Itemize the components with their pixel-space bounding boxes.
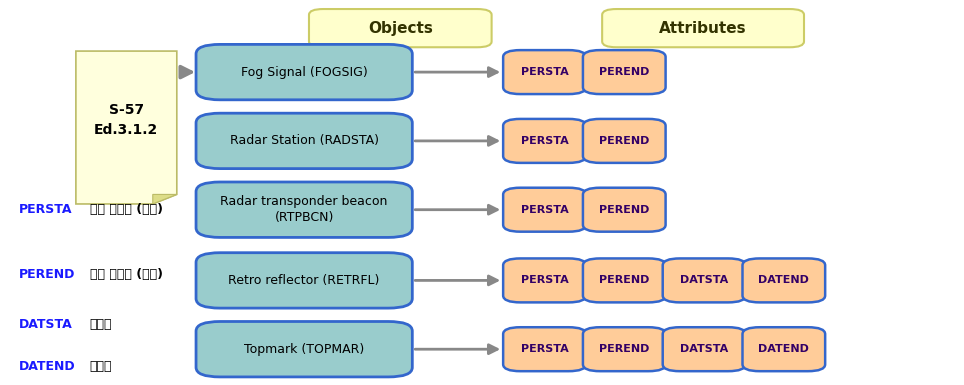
FancyBboxPatch shape — [583, 258, 665, 302]
Text: PERSTA: PERSTA — [521, 344, 569, 354]
FancyBboxPatch shape — [503, 327, 586, 371]
Text: PEREND: PEREND — [599, 205, 650, 215]
FancyBboxPatch shape — [583, 119, 665, 163]
Text: Objects: Objects — [368, 21, 433, 36]
Text: DATSTA: DATSTA — [18, 318, 72, 331]
Text: PERSTA: PERSTA — [521, 205, 569, 215]
Text: DATEND: DATEND — [759, 275, 809, 285]
Text: 시작일: 시작일 — [90, 318, 113, 331]
FancyBboxPatch shape — [662, 258, 745, 302]
Text: DATEND: DATEND — [18, 360, 75, 373]
Text: PERSTA: PERSTA — [521, 67, 569, 77]
Text: Fog Signal (FOGSIG): Fog Signal (FOGSIG) — [241, 65, 367, 79]
Text: DATSTA: DATSTA — [680, 344, 728, 354]
FancyBboxPatch shape — [196, 44, 413, 100]
Text: PEREND: PEREND — [599, 136, 650, 146]
FancyBboxPatch shape — [196, 253, 413, 308]
FancyBboxPatch shape — [662, 327, 745, 371]
PathPatch shape — [76, 51, 176, 204]
Text: PEREND: PEREND — [599, 67, 650, 77]
Text: PERSTA: PERSTA — [521, 275, 569, 285]
Text: PEREND: PEREND — [18, 268, 75, 281]
Text: S-57
Ed.3.1.2: S-57 Ed.3.1.2 — [94, 102, 158, 137]
FancyBboxPatch shape — [196, 321, 413, 377]
FancyBboxPatch shape — [742, 327, 825, 371]
Text: Attributes: Attributes — [659, 21, 747, 36]
Text: PEREND: PEREND — [599, 275, 650, 285]
Text: Radar transponder beacon
(RTPBCN): Radar transponder beacon (RTPBCN) — [221, 195, 388, 224]
Text: Topmark (TOPMAR): Topmark (TOPMAR) — [244, 343, 364, 356]
FancyBboxPatch shape — [583, 327, 665, 371]
Text: 운영 종료일 (계절): 운영 종료일 (계절) — [90, 268, 163, 281]
FancyBboxPatch shape — [503, 50, 586, 94]
Polygon shape — [152, 194, 176, 204]
FancyBboxPatch shape — [602, 9, 804, 47]
FancyBboxPatch shape — [309, 9, 492, 47]
FancyBboxPatch shape — [503, 119, 586, 163]
Text: DATEND: DATEND — [759, 344, 809, 354]
FancyBboxPatch shape — [742, 258, 825, 302]
FancyBboxPatch shape — [583, 188, 665, 232]
FancyBboxPatch shape — [196, 182, 413, 238]
Text: Retro reflector (RETRFL): Retro reflector (RETRFL) — [228, 274, 380, 287]
Text: PERSTA: PERSTA — [521, 136, 569, 146]
Text: DATSTA: DATSTA — [680, 275, 728, 285]
Text: PERSTA: PERSTA — [18, 203, 72, 216]
Text: 운영 시작일 (계절): 운영 시작일 (계절) — [90, 203, 163, 216]
FancyBboxPatch shape — [583, 50, 665, 94]
FancyBboxPatch shape — [503, 188, 586, 232]
FancyBboxPatch shape — [196, 113, 413, 169]
Text: 종료일: 종료일 — [90, 360, 113, 373]
FancyBboxPatch shape — [503, 258, 586, 302]
Text: Radar Station (RADSTA): Radar Station (RADSTA) — [229, 134, 379, 147]
Text: PEREND: PEREND — [599, 344, 650, 354]
